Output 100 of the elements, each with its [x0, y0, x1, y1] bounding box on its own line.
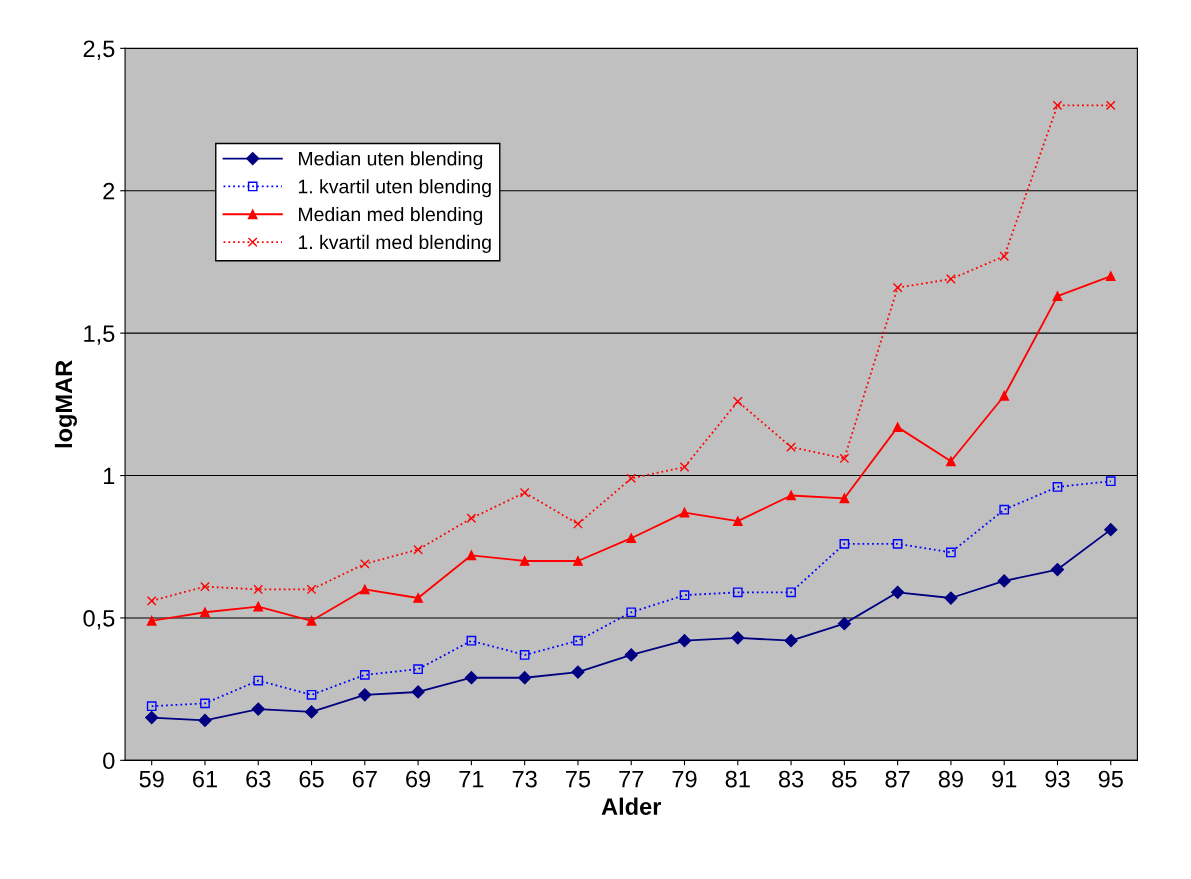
point [466, 513, 477, 524]
point [519, 487, 530, 498]
y-tick-label: 1,5 [84, 325, 115, 345]
point [359, 558, 370, 569]
point [573, 556, 583, 566]
x-tick-label: 61 [193, 770, 217, 788]
point [251, 702, 265, 716]
point [1105, 476, 1116, 487]
point [946, 456, 956, 467]
point [731, 631, 745, 645]
legend-label: Median uten blending [299, 151, 483, 170]
x-tick-label: 83 [778, 770, 804, 788]
x-tick-label: 73 [512, 770, 537, 788]
point [146, 701, 157, 712]
x-tick-label: 63 [246, 770, 271, 788]
point [200, 581, 210, 592]
point [146, 615, 157, 626]
point [306, 689, 317, 700]
point [1050, 562, 1065, 577]
legend-label: 1. kvartil med blending [298, 234, 491, 253]
point [732, 516, 743, 526]
point [677, 634, 692, 648]
point [518, 671, 532, 685]
point [999, 251, 1010, 262]
y-tick-label: 0,5 [83, 610, 115, 630]
point [944, 591, 958, 605]
y-tick-label: 2,5 [83, 40, 115, 60]
point [519, 556, 530, 566]
point [519, 650, 530, 660]
x-tick-label: 81 [725, 770, 750, 788]
point [999, 390, 1010, 401]
point [626, 473, 637, 484]
point [732, 587, 743, 598]
point [946, 547, 956, 558]
x-tick-label: 93 [1045, 770, 1070, 788]
point [1105, 100, 1116, 111]
point [413, 664, 423, 675]
x-tick-label: 69 [406, 770, 431, 788]
point [892, 539, 903, 549]
x-tick-label: 77 [619, 770, 644, 788]
point [573, 635, 583, 646]
point [359, 670, 370, 680]
point [624, 648, 638, 662]
x-tick-label: 95 [1098, 770, 1123, 788]
point [466, 550, 477, 561]
point [464, 671, 478, 685]
point [466, 635, 477, 646]
point [679, 590, 690, 601]
point [732, 396, 743, 407]
point [411, 685, 425, 699]
point [198, 713, 212, 728]
point [837, 617, 851, 631]
point [892, 422, 903, 432]
point [839, 453, 850, 464]
point [253, 675, 264, 686]
point [413, 593, 423, 603]
point [626, 533, 637, 544]
x-tick-label: 85 [832, 770, 857, 788]
y-axis-title: logMAR [54, 360, 77, 448]
point [786, 587, 796, 598]
point [358, 688, 372, 702]
x-tick-label: 75 [566, 770, 591, 788]
point [1052, 291, 1063, 301]
point [571, 665, 585, 679]
point [999, 504, 1010, 515]
point [200, 698, 210, 709]
point [306, 615, 317, 626]
point [839, 539, 850, 549]
x-axis-title: Alder [601, 797, 662, 815]
point [1052, 482, 1063, 492]
point [253, 584, 264, 595]
point [413, 544, 423, 555]
x-tick-label: 79 [672, 770, 697, 788]
point [1052, 100, 1063, 111]
point [1104, 523, 1118, 537]
point [786, 442, 796, 452]
point [679, 462, 690, 472]
point [892, 282, 903, 293]
x-tick-label: 71 [459, 770, 484, 788]
point [626, 607, 637, 618]
x-tick-label: 89 [938, 770, 963, 788]
point [839, 493, 850, 504]
point [1105, 271, 1116, 282]
y-tick-label: 0 [103, 752, 115, 770]
x-tick-label: 91 [992, 770, 1017, 788]
point [997, 574, 1011, 588]
x-tick-label: 87 [885, 770, 910, 788]
legend-label: Median med blending [299, 206, 483, 226]
x-tick-label: 59 [139, 770, 164, 788]
point [145, 711, 159, 725]
point [573, 519, 583, 529]
y-tick-label: 1 [104, 467, 115, 485]
point [891, 585, 905, 599]
point [146, 595, 157, 606]
x-tick-label: 67 [352, 770, 377, 788]
y-tick-label: 2 [103, 182, 115, 200]
point [306, 584, 317, 595]
point [946, 274, 956, 284]
point [359, 584, 370, 595]
point [679, 507, 690, 518]
